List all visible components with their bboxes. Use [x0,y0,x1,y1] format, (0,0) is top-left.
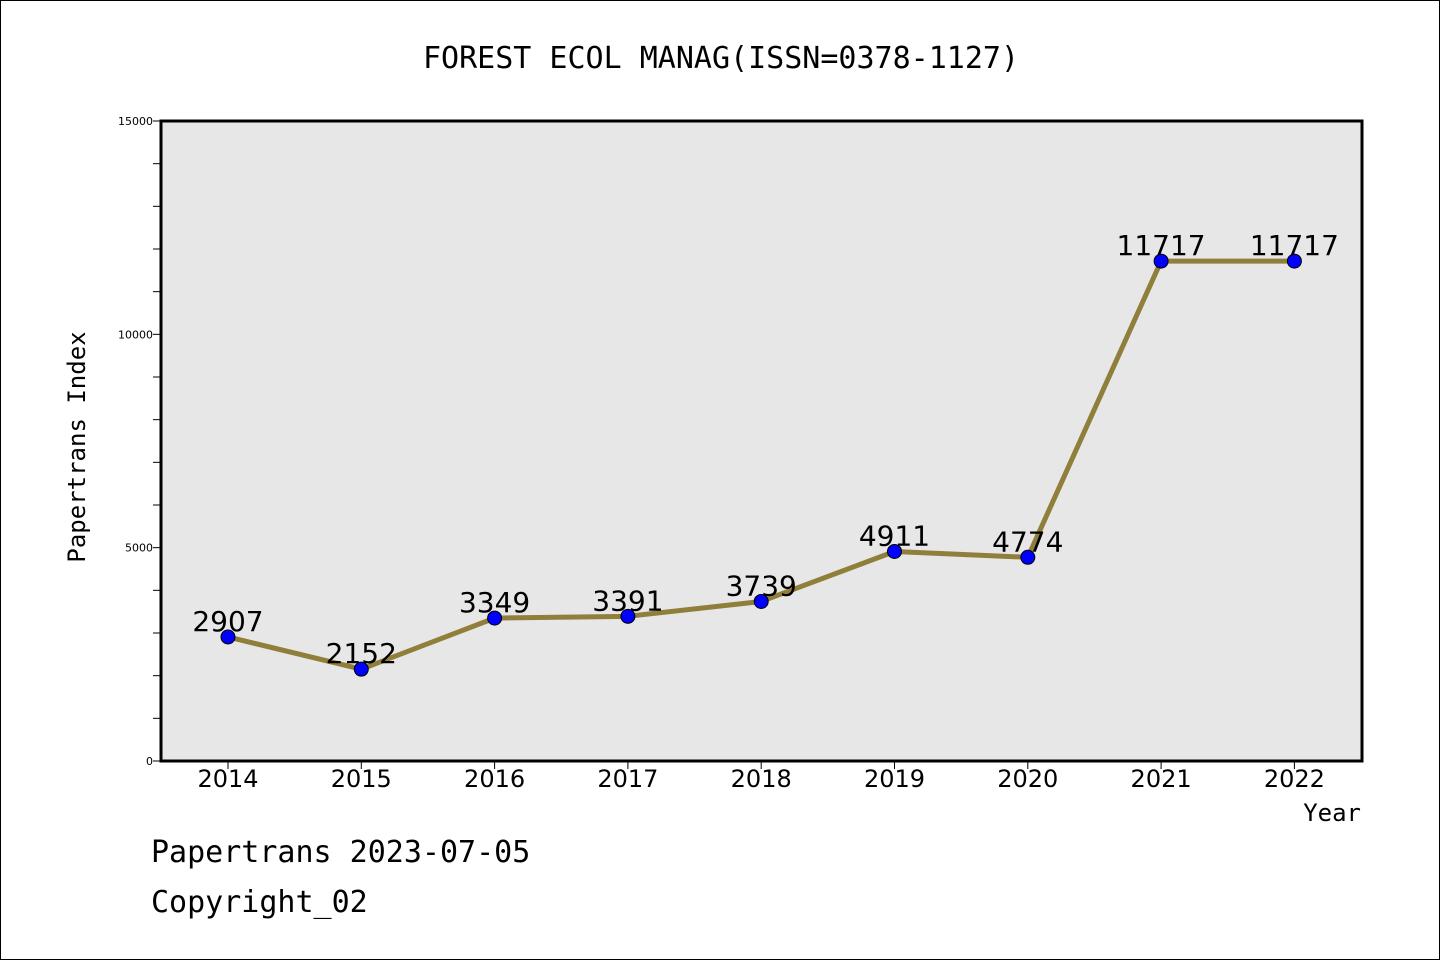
x-axis: 2014 2015 2016 2017 2018 2019 2020 2021 2022 [197,761,1325,793]
data-points [220,253,1302,677]
data-point [753,593,769,609]
x-tick-label: 2020 [997,765,1058,793]
x-tick-label: 2022 [1264,765,1325,793]
data-point [1020,549,1036,565]
data-point [620,608,636,624]
footer-copyright-line: Copyright_02 [151,885,368,920]
data-point [1286,253,1302,269]
x-tick-label: 2017 [597,765,658,793]
data-point [1153,253,1169,269]
x-tick-label: 2021 [1131,765,1192,793]
x-tick-label: 2019 [864,765,925,793]
data-label: 11717 [1117,229,1206,262]
footer-date-line: Papertrans 2023-07-05 [151,835,531,870]
data-label: 3739 [726,569,797,602]
data-labels: 2907 2152 3349 3391 3739 4911 4774 11717 11717 [192,229,1339,670]
y-axis-label: Papertrans Index [63,331,91,562]
x-tick-label: 2014 [197,765,258,793]
data-label: 11717 [1250,229,1339,262]
x-tick-label: 2018 [731,765,792,793]
data-point [887,543,902,559]
y-tick-label: 10000 [118,328,153,341]
data-label: 4911 [859,519,930,552]
data-point [220,629,236,645]
x-tick-label: 2015 [331,765,392,793]
y-axis: 0 5000 10000 15000 [118,115,161,768]
y-tick-label: 15000 [118,115,153,128]
data-label: 3349 [459,586,530,619]
data-label: 3391 [592,584,663,617]
plot-area [159,119,1364,763]
y-tick-label: 5000 [125,542,153,555]
data-label: 2152 [326,637,397,670]
data-label: 2907 [192,605,263,638]
data-point [353,661,369,677]
chart-title: FOREST ECOL MANAG(ISSN=0378-1127) [423,41,1019,76]
data-point [487,610,503,626]
x-axis-label: Year [1303,799,1361,827]
x-tick-label: 2016 [464,765,525,793]
data-label: 4774 [992,525,1063,558]
y-tick-label: 0 [146,755,153,768]
